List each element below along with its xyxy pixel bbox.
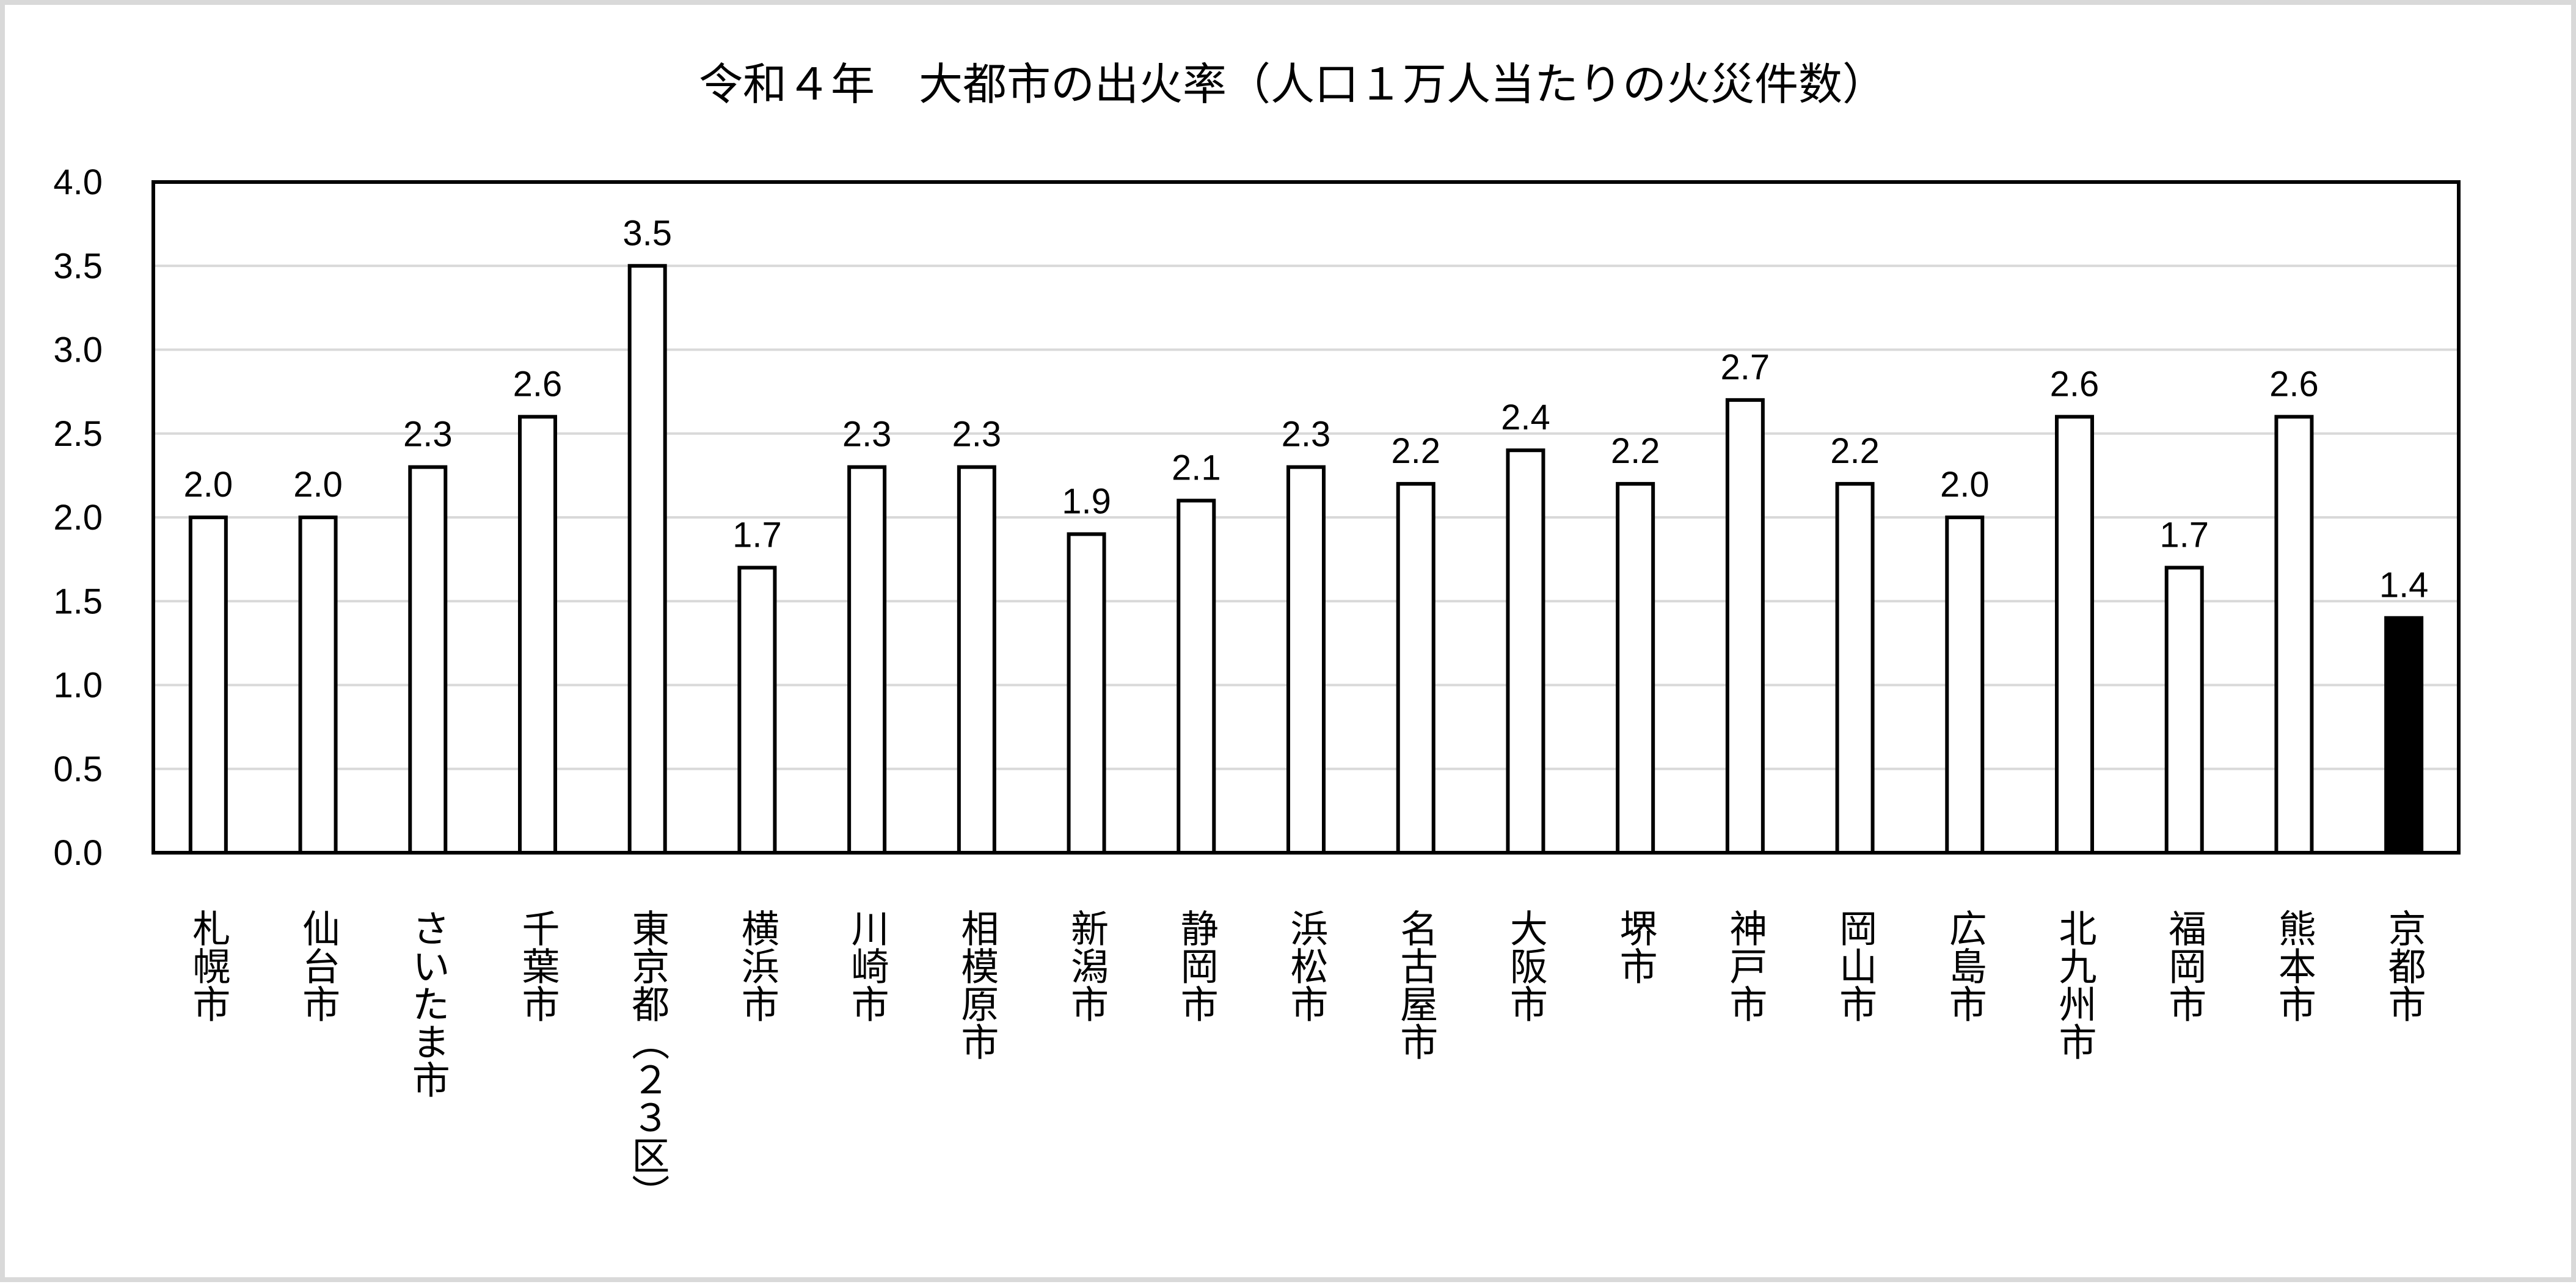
y-tick-label: 2.0 <box>53 498 103 538</box>
data-label: 2.0 <box>1940 465 1990 505</box>
category-label: 東京都（２３区） <box>625 909 670 1212</box>
y-tick-label: 1.0 <box>53 666 103 705</box>
data-label: 3.5 <box>622 213 672 253</box>
data-label: 2.6 <box>2269 364 2319 404</box>
chart-title: 令和４年 大都市の出火率（人口１万人当たりの火災件数） <box>699 59 1886 110</box>
bar <box>1177 498 1216 855</box>
data-label: 2.3 <box>403 415 453 454</box>
data-label: 2.3 <box>952 415 1002 454</box>
y-tick-label: 2.5 <box>53 414 103 454</box>
bar <box>847 465 887 855</box>
data-label: 2.7 <box>1721 348 1770 387</box>
category-label: 大阪市 <box>1503 909 1548 1023</box>
category-label: 北九州市 <box>2052 909 2097 1060</box>
data-label: 2.4 <box>1501 398 1550 437</box>
y-axis: 0.0 0.5 1.0 1.5 2.0 2.5 3.0 3.5 4.0 <box>53 162 103 873</box>
value-labels: 2.0 2.0 2.3 2.6 3.5 1.7 2.3 2.3 1.9 2.1 2.3 2.2 2.4 2… <box>184 213 2429 605</box>
category-label: 横浜市 <box>735 909 779 1023</box>
bar <box>1835 482 1875 855</box>
data-label: 2.3 <box>842 415 892 454</box>
bar <box>1616 482 1655 855</box>
bar <box>2055 415 2094 855</box>
bar <box>737 566 777 855</box>
y-tick-label: 0.5 <box>53 749 103 789</box>
category-label: 岡山市 <box>1833 909 1877 1023</box>
y-tick-label: 3.0 <box>53 330 103 370</box>
bar <box>408 465 448 855</box>
bar <box>1945 516 1985 855</box>
y-tick-label: 3.5 <box>53 246 103 286</box>
category-label: 京都市 <box>2382 909 2426 1023</box>
bar <box>1725 398 1765 855</box>
category-label: 神戸市 <box>1723 909 1767 1023</box>
data-label: 1.4 <box>2379 566 2429 605</box>
bars <box>188 264 2424 855</box>
category-label: 札幌市 <box>186 909 230 1023</box>
category-label: 浜松市 <box>1284 909 1329 1023</box>
data-label: 1.9 <box>1062 481 1111 521</box>
data-label: 2.2 <box>1391 431 1440 471</box>
bar <box>627 264 667 855</box>
bar <box>1506 448 1545 855</box>
data-label: 2.6 <box>513 364 563 404</box>
data-label: 1.7 <box>2159 515 2209 555</box>
plot-area-border <box>151 180 2461 855</box>
category-label: 堺市 <box>1613 909 1658 985</box>
category-label: 広島市 <box>1943 909 1987 1023</box>
category-label: 熊本市 <box>2272 909 2316 1023</box>
data-label: 2.6 <box>2050 364 2100 404</box>
bar <box>1396 482 1436 855</box>
data-label: 2.3 <box>1282 415 1331 454</box>
bar <box>1067 532 1106 855</box>
y-tick-label: 4.0 <box>53 162 103 202</box>
category-label: 川崎市 <box>845 909 889 1023</box>
data-label: 2.1 <box>1172 448 1221 488</box>
data-label: 2.2 <box>1611 431 1660 471</box>
category-label: 新潟市 <box>1064 909 1109 1023</box>
data-label: 1.7 <box>732 515 782 555</box>
bar <box>2274 415 2314 855</box>
category-label: さいたま市 <box>406 909 450 1098</box>
bar <box>957 465 996 855</box>
category-label: 静岡市 <box>1174 909 1219 1023</box>
bar <box>2384 616 2424 855</box>
data-label: 2.0 <box>184 465 233 505</box>
category-label: 相模原市 <box>954 909 999 1060</box>
bar <box>2164 566 2204 855</box>
bar <box>188 516 228 855</box>
bar-chart: 令和４年 大都市の出火率（人口１万人当たりの火災件数） 0.0 0.5 1.0 1.5… <box>53 59 2461 1212</box>
category-label: 千葉市 <box>516 909 560 1023</box>
y-tick-label: 1.5 <box>53 582 103 621</box>
category-labels: 札幌市 仙台市 さいたま市 千葉市 東京都（２３区） 横浜市 川崎市 相模原市 新潟市 静岡市 浜松… <box>186 909 2426 1212</box>
bar <box>518 415 557 855</box>
y-tick-label: 0.0 <box>53 833 103 873</box>
data-label: 2.2 <box>1830 431 1880 471</box>
category-label: 福岡市 <box>2162 909 2206 1023</box>
bar <box>1286 465 1326 855</box>
bar <box>298 516 338 855</box>
data-label: 2.0 <box>293 465 343 505</box>
category-label: 仙台市 <box>296 909 340 1023</box>
category-label: 名古屋市 <box>1393 909 1438 1060</box>
